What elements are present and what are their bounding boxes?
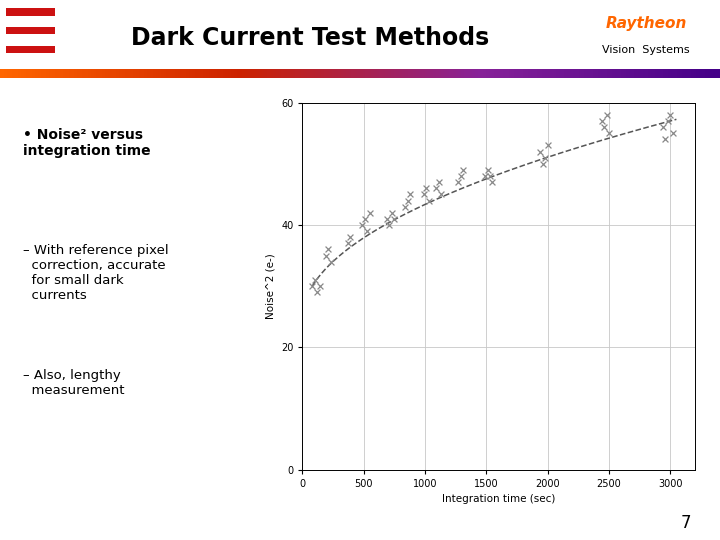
Point [600,111,612,119]
Bar [6,18,55,25]
Point [539,153,551,162]
Point [364,208,376,217]
Point [603,129,615,138]
Point [487,178,498,186]
Text: – With reference pixel
  correction, accurate
  for small dark
  currents: – With reference pixel correction, accur… [23,245,168,302]
Point [596,117,608,125]
Point [418,190,430,199]
Point [485,172,496,180]
Point [433,178,444,186]
Point [356,221,368,230]
Point [534,147,546,156]
Point [320,251,331,260]
Point [431,184,442,193]
Text: – Also, lengthy
  measurement: – Also, lengthy measurement [23,369,125,397]
Text: 7: 7 [680,514,691,532]
Point [657,123,669,131]
Point [325,258,336,266]
Point [359,214,371,223]
Point [382,214,393,223]
X-axis label: Integration time (sec): Integration time (sec) [442,495,555,504]
Point [323,245,334,254]
Point [452,178,464,186]
Point [435,190,446,199]
Point [667,129,678,138]
Point [457,166,469,174]
Point [400,202,411,211]
Bar [6,55,55,62]
Point [480,172,491,180]
Point [309,276,320,285]
Point [361,227,373,235]
Point [420,184,432,193]
Point [389,214,400,223]
Point [662,117,674,125]
Text: Dark Current Test Methods: Dark Current Test Methods [131,25,490,50]
Text: Raytheon: Raytheon [606,16,687,31]
Bar [6,8,55,16]
Point [386,208,397,217]
Point [455,172,467,180]
Text: • Noise² versus
integration time: • Noise² versus integration time [23,128,150,158]
Point [660,135,671,144]
Point [423,196,434,205]
Bar [6,36,55,44]
Point [402,196,413,205]
Point [665,111,676,119]
Y-axis label: Noise^2 (e-): Noise^2 (e-) [266,253,276,319]
Point [314,282,325,291]
Point [342,239,354,248]
Point [537,159,549,168]
Bar [6,45,55,53]
Point [344,233,356,241]
Text: Vision  Systems: Vision Systems [603,45,690,55]
Point [384,221,395,230]
Point [307,282,318,291]
Point [482,166,493,174]
Point [598,123,610,131]
Point [311,288,323,296]
Bar [6,27,55,35]
Point [542,141,554,150]
Point [405,190,416,199]
